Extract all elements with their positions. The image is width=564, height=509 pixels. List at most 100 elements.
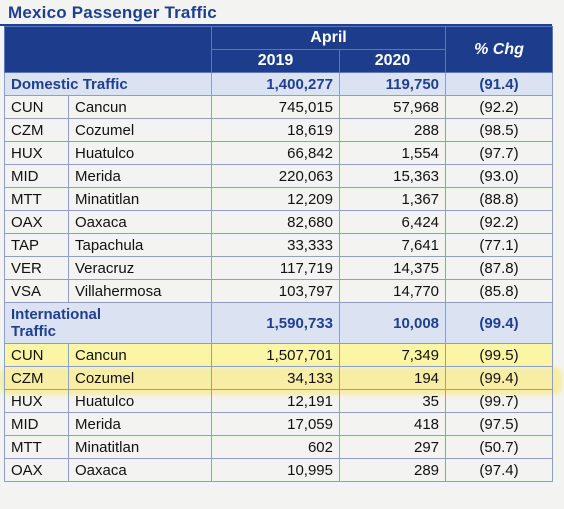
table-row: MID Merida 220,063 15,363 (93.0) (4, 164, 554, 188)
value-2019: 745,015 (211, 95, 340, 119)
table-row: OAX Oaxaca 82,680 6,424 (92.2) (4, 210, 554, 234)
international-label: International Traffic (4, 302, 212, 344)
international-total-2020: 10,008 (338, 302, 447, 344)
value-2020: 7,349 (338, 343, 447, 367)
airport-code: OAX (4, 210, 69, 234)
airport-code: CUN (4, 343, 69, 367)
value-2019: 34,133 (211, 366, 340, 390)
value-2019: 17,059 (211, 412, 340, 436)
airport-code: HUX (4, 389, 69, 413)
airport-name: Merida (68, 164, 212, 188)
value-2019: 10,995 (211, 458, 340, 482)
pct-change: (97.5) (445, 412, 554, 436)
airport-name: Oaxaca (68, 458, 212, 482)
header-pct-change: % Chg (445, 26, 554, 73)
international-total-2019: 1,590,733 (211, 302, 340, 344)
value-2019: 66,842 (211, 141, 340, 165)
value-2020: 6,424 (338, 210, 447, 234)
table-row: OAX Oaxaca 10,995 289 (97.4) (4, 458, 554, 482)
pct-change: (92.2) (445, 210, 554, 234)
airport-name: Cozumel (68, 366, 212, 390)
value-2020: 288 (338, 118, 447, 142)
airport-name: Huatulco (68, 141, 212, 165)
table-title: Mexico Passenger Traffic (8, 3, 217, 22)
airport-code: VSA (4, 279, 69, 303)
table-row: VER Veracruz 117,719 14,375 (87.8) (4, 256, 554, 280)
pct-change: (93.0) (445, 164, 554, 188)
value-2020: 194 (338, 366, 447, 390)
airport-name: Villahermosa (68, 279, 212, 303)
airport-code: HUX (4, 141, 69, 165)
table-row: HUX Huatulco 66,842 1,554 (97.7) (4, 141, 554, 165)
value-2019: 18,619 (211, 118, 340, 142)
value-2019: 33,333 (211, 233, 340, 257)
pct-change: (97.4) (445, 458, 554, 482)
airport-code: OAX (4, 458, 69, 482)
value-2019: 602 (211, 435, 340, 459)
header-blank-cell (4, 26, 212, 73)
airport-name: Cancun (68, 95, 212, 119)
table-row: MID Merida 17,059 418 (97.5) (4, 412, 554, 436)
international-label-line1: International (11, 306, 102, 323)
domestic-total-2019: 1,400,277 (211, 72, 340, 96)
value-2019: 1,507,701 (211, 343, 340, 367)
title-rule (0, 24, 552, 26)
value-2019: 12,209 (211, 187, 340, 211)
international-total-pct: (99.4) (445, 302, 554, 344)
value-2020: 297 (338, 435, 447, 459)
pct-change: (97.7) (445, 141, 554, 165)
airport-name: Huatulco (68, 389, 212, 413)
airport-name: Oaxaca (68, 210, 212, 234)
international-total-row: International Traffic 1,590,733 10,008 (99.4… (4, 302, 554, 344)
value-2020: 14,375 (338, 256, 447, 280)
pct-change: (92.2) (445, 95, 554, 119)
airport-code: TAP (4, 233, 69, 257)
airport-name: Veracruz (68, 256, 212, 280)
airport-name: Tapachula (68, 233, 212, 257)
international-label-line2: Traffic (11, 323, 57, 340)
airport-code: MID (4, 164, 69, 188)
airport-name: Cancun (68, 343, 212, 367)
value-2019: 82,680 (211, 210, 340, 234)
value-2019: 12,191 (211, 389, 340, 413)
pct-change: (98.5) (445, 118, 554, 142)
airport-name: Cozumel (68, 118, 212, 142)
header-period: April (210, 26, 447, 50)
value-2019: 103,797 (211, 279, 340, 303)
value-2019: 117,719 (211, 256, 340, 280)
value-2020: 14,770 (338, 279, 447, 303)
pct-change: (77.1) (445, 233, 554, 257)
domestic-label: Domestic Traffic (4, 72, 212, 96)
airport-code: MTT (4, 187, 69, 211)
table-row: CZM Cozumel 18,619 288 (98.5) (4, 118, 554, 142)
value-2020: 289 (338, 458, 447, 482)
pct-change: (50.7) (445, 435, 554, 459)
table-row: VSA Villahermosa 103,797 14,770 (85.8) (4, 279, 554, 303)
airport-name: Merida (68, 412, 212, 436)
header-year-2019: 2019 (211, 49, 340, 73)
domestic-total-row: Domestic Traffic 1,400,277 119,750 (91.4… (4, 72, 554, 96)
value-2020: 1,367 (338, 187, 447, 211)
airport-name: Minatitlan (68, 187, 212, 211)
pct-change: (99.7) (445, 389, 554, 413)
table-row: HUX Huatulco 12,191 35 (99.7) (4, 389, 554, 413)
pct-change: (88.8) (445, 187, 554, 211)
pct-change: (87.8) (445, 256, 554, 280)
table-row: CUN Cancun 745,015 57,968 (92.2) (4, 95, 554, 119)
table-row: TAP Tapachula 33,333 7,641 (77.1) (4, 233, 554, 257)
table-row: CUN Cancun 1,507,701 7,349 (99.5) (4, 343, 554, 367)
value-2020: 57,968 (338, 95, 447, 119)
table-row: CZM Cozumel 34,133 194 (99.4) (4, 366, 554, 390)
airport-code: CZM (4, 118, 69, 142)
pct-change: (99.5) (445, 343, 554, 367)
value-2019: 220,063 (211, 164, 340, 188)
domestic-total-pct: (91.4) (445, 72, 554, 96)
header-row-period: April % Chg (4, 26, 554, 73)
passenger-traffic-table: April % Chg 2019 2020 Domestic Traffic 1… (4, 26, 554, 482)
table-row: MTT Minatitlan 12,209 1,367 (88.8) (4, 187, 554, 211)
airport-code: MTT (4, 435, 69, 459)
value-2020: 418 (338, 412, 447, 436)
header-year-2020: 2020 (338, 49, 447, 73)
airport-code: CUN (4, 95, 69, 119)
